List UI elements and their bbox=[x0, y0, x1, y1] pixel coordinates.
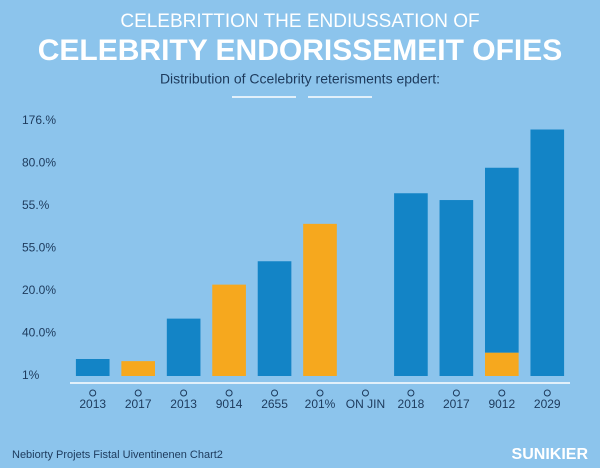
bar bbox=[485, 352, 519, 376]
y-tick-label: 55.0% bbox=[22, 241, 56, 255]
x-tick-label: ON JIN bbox=[346, 397, 385, 411]
bar bbox=[485, 167, 519, 353]
y-tick-label: 176.% bbox=[22, 113, 56, 127]
tick-dot bbox=[134, 389, 142, 397]
brand: SUNIKIER bbox=[512, 446, 589, 463]
chart-subtitle: Distribution of Ccelebrity reterisments … bbox=[160, 71, 440, 87]
bar bbox=[121, 361, 155, 376]
tick-dot bbox=[498, 389, 506, 397]
bar bbox=[166, 318, 201, 376]
y-tick-label: 80.0% bbox=[22, 156, 56, 170]
chart-supertitle: CELEBRITTION THE ENDIUSSATION OF bbox=[120, 11, 479, 32]
x-tick-label: 201% bbox=[305, 397, 336, 411]
x-tick-label: 9012 bbox=[488, 397, 515, 411]
bar bbox=[394, 193, 428, 376]
y-tick-label: 40.0% bbox=[22, 326, 56, 340]
x-tick-label: 9014 bbox=[216, 397, 243, 411]
bar bbox=[212, 284, 246, 376]
y-tick-label: 20.0% bbox=[22, 283, 56, 297]
tick-dot bbox=[407, 389, 415, 397]
tick-dot bbox=[89, 389, 97, 397]
x-tick-label: 2655 bbox=[261, 397, 288, 411]
tick-dot bbox=[225, 389, 233, 397]
bar bbox=[257, 261, 292, 376]
x-tick-label: 2029 bbox=[534, 397, 561, 411]
x-tick-label: 2013 bbox=[170, 397, 197, 411]
y-tick-label: 1% bbox=[22, 368, 40, 382]
x-tick-label: 2018 bbox=[398, 397, 425, 411]
y-tick-label: 55.% bbox=[22, 198, 50, 212]
x-tick-label: 2017 bbox=[125, 397, 152, 411]
footnote: Nebiorty Projets Fistal Uiventinenen Cha… bbox=[12, 449, 223, 461]
bar bbox=[303, 223, 337, 376]
tick-dot bbox=[271, 389, 279, 397]
tick-dot bbox=[543, 389, 551, 397]
tick-dot bbox=[180, 389, 188, 397]
tick-dot bbox=[316, 389, 324, 397]
x-tick-label: 2017 bbox=[443, 397, 470, 411]
x-tick-label: 2013 bbox=[79, 397, 106, 411]
bar bbox=[530, 129, 565, 376]
bar bbox=[75, 359, 110, 376]
tick-dot bbox=[361, 389, 369, 397]
bar bbox=[439, 200, 474, 376]
tick-dot bbox=[452, 389, 460, 397]
chart-title: CELEBRITY ENDORISSEMEIT OFIES bbox=[38, 34, 563, 67]
